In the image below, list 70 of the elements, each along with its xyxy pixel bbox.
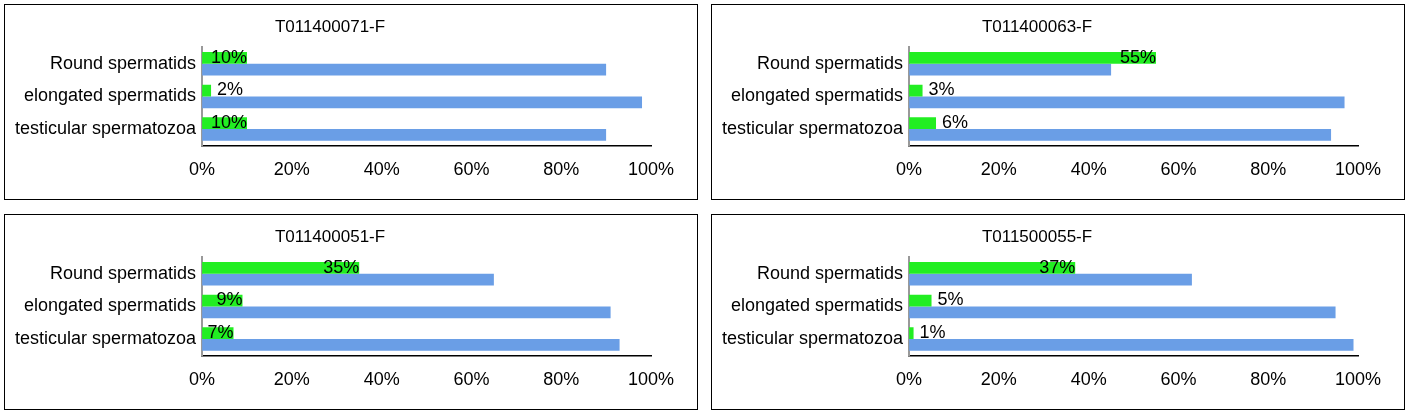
bar [909, 261, 1076, 274]
x-tick-label: 80% [1250, 159, 1287, 180]
x-tick-label: 80% [543, 369, 580, 390]
chart-title: T011500055-F [981, 226, 1093, 246]
bar [202, 63, 607, 76]
x-tick-label: 100% [1334, 159, 1382, 180]
bar [202, 96, 643, 109]
x-tick-label: 100% [1334, 369, 1382, 390]
y-tick-label: testicular spermatozoa [14, 328, 198, 349]
x-tick-label: 0% [896, 369, 923, 390]
x-tick-label: 40% [363, 369, 400, 390]
y-tick-label: elongated spermatids [23, 295, 197, 316]
x-tick-label: 0% [896, 159, 923, 180]
y-tick-label: testicular spermatozoa [721, 328, 905, 349]
bar [909, 306, 1336, 319]
data-label: 5% [937, 289, 964, 310]
bar [202, 339, 620, 351]
x-tick-label: 60% [453, 369, 490, 390]
x-tick-label: 40% [1070, 369, 1107, 390]
data-label: 9% [216, 289, 243, 310]
bar [909, 117, 937, 130]
bar [909, 84, 923, 97]
bar [202, 129, 607, 141]
x-tick-label: 20% [273, 369, 310, 390]
y-tick-label: testicular spermatozoa [14, 118, 198, 139]
bar [909, 96, 1345, 109]
data-label: 55% [1119, 46, 1156, 67]
x-tick-label: 60% [1160, 159, 1197, 180]
x-tick-label: 0% [189, 369, 216, 390]
bar [909, 129, 1332, 141]
data-label: 1% [919, 322, 946, 343]
bar [909, 294, 932, 307]
data-label: 7% [207, 322, 234, 343]
data-label: 6% [942, 112, 969, 133]
y-tick-label: Round spermatids [50, 262, 197, 283]
x-tick-label: 100% [627, 159, 675, 180]
x-tick-label: 100% [627, 369, 675, 390]
chart-title: T011400063-F [981, 16, 1093, 36]
x-tick-label: 20% [273, 159, 310, 180]
y-tick-label: Round spermatids [757, 52, 904, 73]
data-label: 10% [210, 46, 247, 67]
x-tick-label: 80% [543, 159, 580, 180]
y-tick-label: elongated spermatids [23, 85, 197, 106]
data-label: 35% [323, 256, 360, 277]
y-tick-label: elongated spermatids [730, 85, 904, 106]
x-tick-label: 60% [453, 159, 490, 180]
x-tick-label: 60% [1160, 369, 1197, 390]
bar [202, 306, 611, 319]
x-tick-label: 40% [1070, 159, 1107, 180]
bar [909, 327, 914, 340]
x-tick-label: 0% [189, 159, 216, 180]
data-label: 3% [928, 79, 955, 100]
y-tick-label: Round spermatids [50, 52, 197, 73]
bar [202, 273, 494, 286]
x-tick-label: 40% [363, 159, 400, 180]
data-label: 2% [217, 79, 244, 100]
x-tick-label: 20% [980, 369, 1017, 390]
chart-title: T011400071-F [274, 16, 386, 36]
chart-title: T011400051-F [274, 226, 386, 246]
bar [909, 51, 1156, 64]
data-label: 37% [1039, 256, 1076, 277]
bar [909, 339, 1354, 351]
bar [909, 273, 1192, 286]
y-tick-label: testicular spermatozoa [721, 118, 905, 139]
bar [909, 63, 1112, 76]
x-tick-label: 80% [1250, 369, 1287, 390]
data-label: 10% [210, 112, 247, 133]
x-tick-label: 20% [980, 159, 1017, 180]
y-tick-label: Round spermatids [757, 262, 904, 283]
y-tick-label: elongated spermatids [730, 295, 904, 316]
